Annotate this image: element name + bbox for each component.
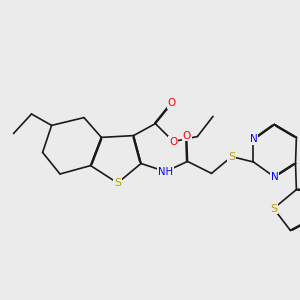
Text: N: N — [250, 134, 257, 145]
Text: S: S — [114, 178, 121, 188]
Text: O: O — [182, 130, 191, 141]
Text: S: S — [270, 203, 277, 214]
Text: S: S — [228, 152, 235, 162]
Text: N: N — [271, 172, 278, 182]
Text: O: O — [169, 136, 178, 147]
Text: O: O — [167, 98, 176, 109]
Text: NH: NH — [158, 167, 173, 177]
